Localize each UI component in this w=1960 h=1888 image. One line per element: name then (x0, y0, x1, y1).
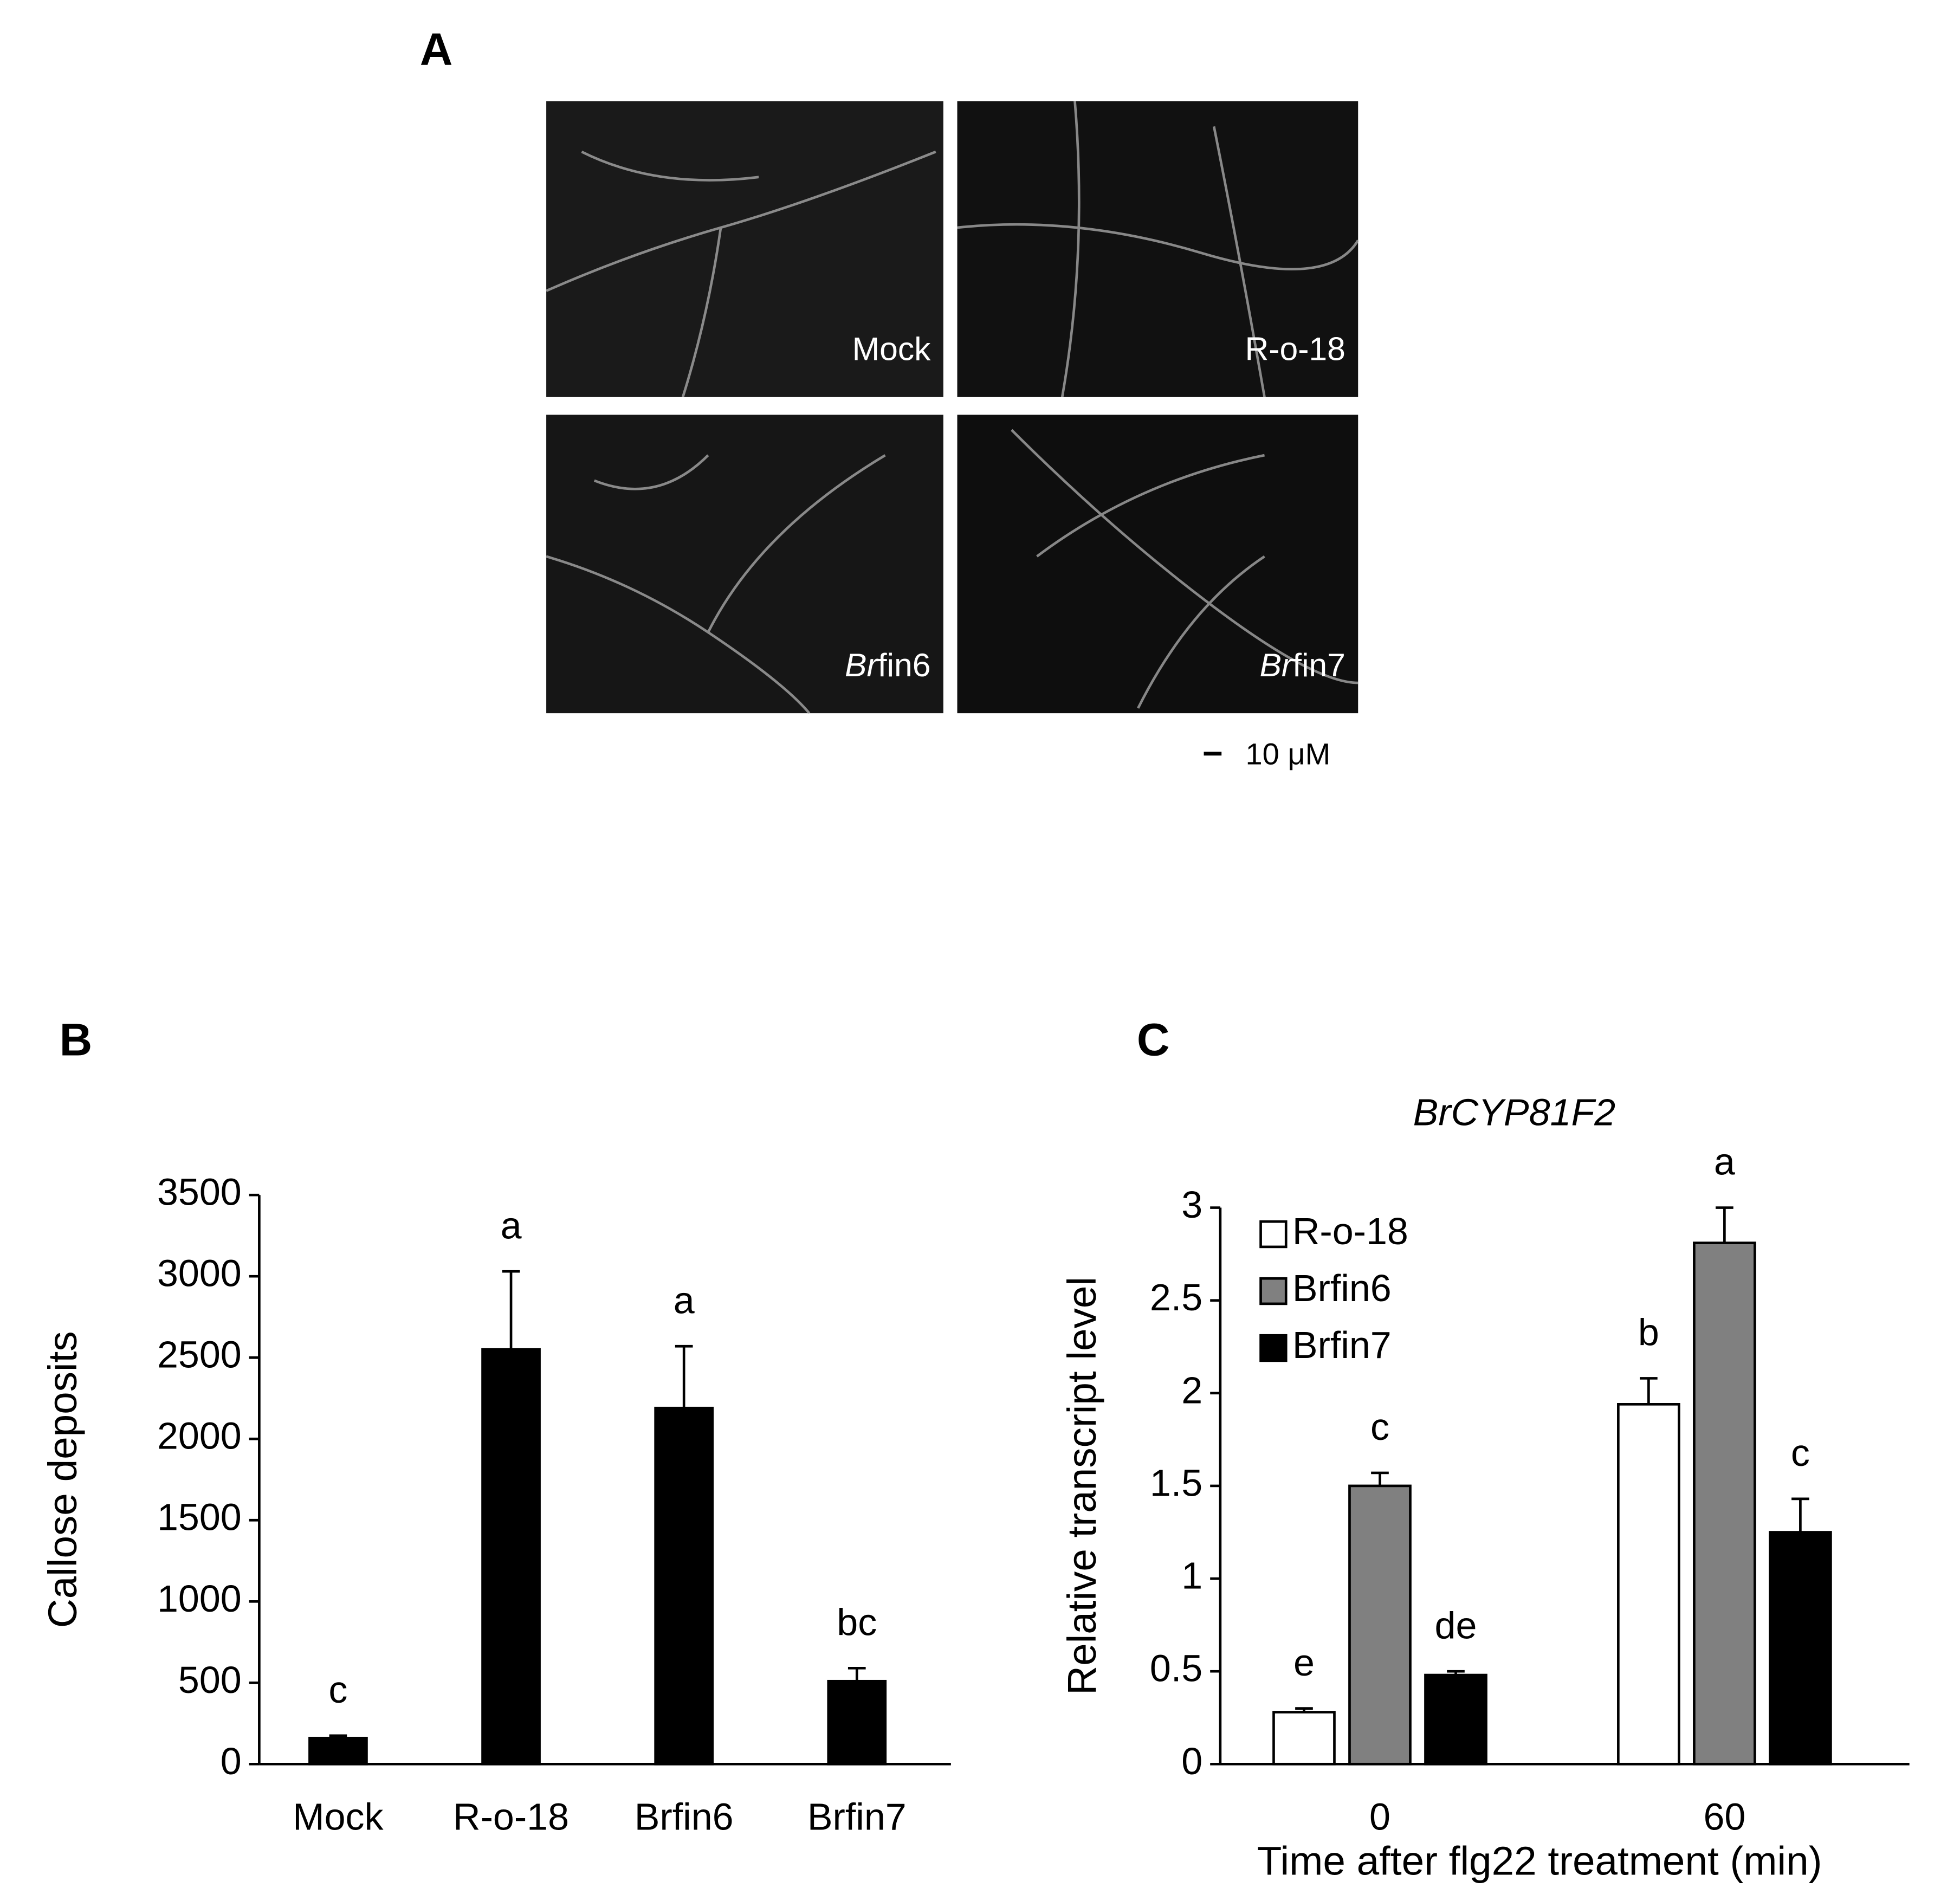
x-tick-label: R-o-18 (453, 1795, 569, 1838)
significance-label: b (1638, 1311, 1659, 1354)
legend-swatch (1259, 1277, 1288, 1305)
panel-label: C (1137, 1014, 1170, 1065)
y-tick-label: 2000 (157, 1415, 242, 1457)
x-tick-label: 60 (1703, 1795, 1745, 1838)
image-label: Mock (852, 331, 932, 367)
x-tick-label: 0 (1369, 1795, 1390, 1838)
image-label: R-o-18 (1245, 331, 1345, 367)
significance-label: e (1293, 1641, 1315, 1684)
image-label: Brfin6 (845, 646, 930, 683)
chart-title: BrCYP81F2 (1413, 1091, 1615, 1134)
bar (1424, 1673, 1487, 1766)
legend-swatch (1259, 1220, 1288, 1249)
significance-label: c (328, 1669, 347, 1711)
y-tick-label: 3000 (157, 1252, 242, 1295)
significance-label: bc (837, 1601, 877, 1643)
legend-swatch (1259, 1334, 1288, 1362)
error-bar (1716, 1206, 1733, 1243)
image-label: Brfin7 (1259, 646, 1345, 683)
legend-label: Brfin7 (1292, 1324, 1392, 1366)
bar (1693, 1242, 1756, 1766)
image-label-text: R-o-18 (1245, 331, 1345, 367)
image-label-italic: Br (1259, 646, 1293, 683)
bar (1617, 1403, 1680, 1766)
y-tick-label: 2.5 (1150, 1276, 1202, 1318)
legend-label: Brfin6 (1292, 1267, 1392, 1309)
error-bar (1371, 1471, 1389, 1486)
y-axis-label: Callose deposits (40, 1331, 85, 1628)
error-bar (329, 1734, 347, 1738)
y-tick-label: 0.5 (1150, 1647, 1202, 1690)
bar (654, 1406, 714, 1766)
bar (827, 1679, 887, 1766)
y-tick-label: 1 (1181, 1555, 1202, 1597)
significance-label: de (1435, 1604, 1477, 1646)
error-bar (675, 1344, 693, 1408)
micrograph (957, 101, 1359, 397)
bar (1348, 1484, 1412, 1766)
panel-label: B (60, 1014, 93, 1065)
bar (308, 1736, 368, 1766)
significance-label: c (1791, 1432, 1810, 1474)
y-tick-label: 1500 (157, 1496, 242, 1538)
error-bar (1447, 1670, 1465, 1676)
bar (1769, 1531, 1832, 1766)
scale-label: 10 μM (1246, 736, 1331, 771)
y-axis-label: Relative transcript level (1059, 1277, 1104, 1695)
y-tick-label: 1.5 (1150, 1462, 1202, 1504)
significance-label: a (674, 1279, 695, 1321)
y-tick-label: 2500 (157, 1334, 242, 1376)
y-tick-label: 3 (1181, 1184, 1202, 1226)
significance-label: a (1714, 1141, 1735, 1183)
error-bar (1640, 1377, 1658, 1405)
bar (1272, 1711, 1336, 1766)
significance-label: a (501, 1204, 522, 1246)
y-tick-label: 0 (221, 1740, 242, 1782)
error-bar (848, 1666, 866, 1682)
image-label-text: fin7 (1292, 646, 1346, 683)
legend-label: R-o-18 (1292, 1210, 1408, 1252)
y-tick-label: 2 (1181, 1369, 1202, 1411)
bar (481, 1348, 541, 1766)
x-tick-label: Brfin6 (635, 1795, 734, 1838)
y-tick-label: 3500 (157, 1171, 242, 1213)
micrographs (546, 101, 1360, 714)
image-label-text: Mock (852, 331, 932, 367)
significance-label: c (1370, 1406, 1389, 1448)
error-bar (502, 1270, 520, 1350)
x-axis-label: Time after flg22 treatment (min) (1257, 1838, 1822, 1883)
y-tick-label: 1000 (157, 1577, 242, 1620)
y-tick-label: 500 (178, 1659, 242, 1701)
panel-label: A (420, 24, 453, 75)
micrograph (546, 415, 943, 714)
veins (546, 101, 1360, 714)
image-label-text: fin6 (878, 646, 931, 683)
x-tick-label: Mock (293, 1795, 384, 1838)
y-tick-label: 0 (1181, 1740, 1202, 1782)
image-label-italic: Br (845, 646, 879, 683)
error-bar (1791, 1497, 1809, 1533)
error-bar (1295, 1707, 1313, 1712)
x-tick-label: Brfin7 (807, 1795, 907, 1838)
micrograph (546, 101, 943, 397)
